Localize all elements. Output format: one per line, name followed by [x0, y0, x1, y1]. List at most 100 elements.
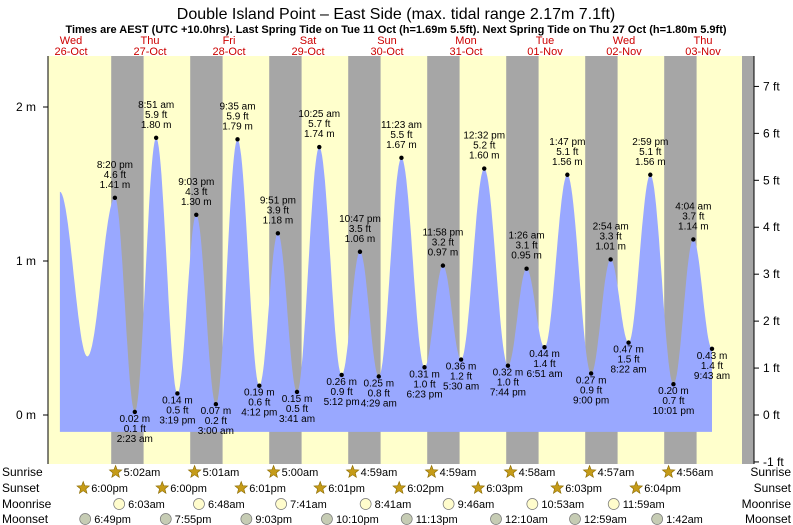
astro-time: 12:10am [505, 514, 548, 525]
low-tide-point [339, 372, 344, 378]
day-name: Thu [141, 35, 160, 47]
high-tide-label: 5.5 ft [390, 130, 412, 141]
sun-icon [424, 464, 439, 478]
low-tide-label: 0.26 m [326, 377, 357, 388]
sun-icon [345, 464, 360, 478]
right-axis-tick-label: -1 ft [763, 455, 784, 469]
low-tide-label: 0.15 m [282, 394, 313, 405]
high-tide-label: 9:03 pm [178, 177, 214, 188]
low-tide-label: 4:29 am [361, 399, 397, 410]
sun-icon [629, 480, 644, 494]
low-tide-label: 0.14 m [162, 395, 193, 406]
moon-icon [321, 513, 333, 525]
astro-time: 6:04pm [644, 483, 681, 495]
low-tide-label: 8:22 am [611, 365, 647, 376]
high-tide-point [565, 172, 570, 177]
tide-labels: 8:20 pm4.6 ft1.41 m 0.02 m0.1 ft2:23 am 8:… [97, 100, 730, 445]
sun-icon [661, 464, 676, 478]
moon-icon [526, 498, 539, 510]
low-tide-label: 3:00 am [198, 426, 234, 437]
astro-label-left: Sunrise [2, 465, 43, 479]
left-axis-tick-label: 2 m [16, 100, 36, 114]
high-tide-label: 5.2 ft [473, 141, 495, 152]
high-tide-label: 0.97 m [428, 248, 459, 259]
astro-time: 1:42am [666, 514, 703, 525]
moon-icon [359, 498, 372, 510]
low-tide-point [671, 382, 676, 387]
moon-icon [275, 498, 287, 510]
sun-icon [76, 480, 91, 494]
high-tide-point [691, 237, 696, 242]
high-tide-label: 3.5 ft [349, 224, 371, 235]
high-tide-label: 11:23 am [381, 120, 422, 131]
high-tide-label: 1.60 m [469, 151, 500, 162]
astro-label-left: Sunset [2, 481, 40, 495]
high-tide-label: 1.18 m [263, 215, 294, 226]
moon-icon [490, 513, 502, 525]
high-tide-label: 5.1 ft [556, 147, 578, 158]
astro-time: 6:03pm [565, 483, 602, 495]
low-tide-label: 5:12 pm [324, 397, 360, 408]
high-tide-point [648, 172, 653, 177]
astro-time: 4:59am [440, 467, 477, 479]
sun-icon [108, 464, 123, 478]
moon-icon [400, 513, 413, 525]
high-tide-label: 1:26 am [509, 231, 545, 242]
high-tide-point [275, 231, 281, 236]
low-tide-label: 1.0 ft [497, 378, 519, 389]
high-tide-label: 12:32 pm [463, 131, 505, 142]
day-date: 28-Oct [212, 46, 245, 58]
low-tide-label: 0.1 ft [124, 424, 146, 435]
astro-time: 4:56am [677, 467, 714, 479]
low-tide-label: 9:00 pm [573, 395, 609, 406]
left-axis-tick-label: 1 m [16, 254, 36, 268]
high-tide-point [524, 266, 529, 271]
sun-icon [266, 464, 281, 478]
high-tide-label: 5.9 ft [226, 111, 248, 122]
low-tide-label: 0.20 m [658, 386, 689, 397]
low-tide-point [709, 346, 715, 351]
low-tide-label: 0.5 ft [166, 405, 188, 416]
left-axis-tick-label: 0 m [16, 408, 36, 422]
high-tide-label: 1.80 m [141, 120, 172, 131]
low-tide-label: 6:23 pm [406, 389, 442, 400]
high-tide-label: 9:35 am [219, 101, 255, 112]
right-axis-tick-label: 1 ft [763, 361, 780, 375]
low-tide-label: 0.02 m [120, 414, 151, 425]
astro-time: 6:03pm [486, 483, 523, 495]
astro-time: 6:01pm [328, 483, 365, 495]
astro-time: 6:02pm [407, 483, 444, 495]
high-tide-label: 1.67 m [386, 140, 417, 151]
right-axis-tick-label: 3 ft [763, 267, 780, 281]
moon-icon [240, 513, 253, 525]
high-tide-point [235, 137, 240, 142]
day-date: 30-Oct [370, 46, 403, 58]
sun-icon [550, 480, 565, 494]
high-tide-label: 4.6 ft [104, 170, 126, 181]
low-tide-label: 1.5 ft [617, 355, 639, 366]
low-tide-point [257, 383, 262, 388]
low-tide-point [505, 363, 511, 368]
moon-icon [442, 498, 455, 510]
low-tide-point [213, 402, 219, 407]
low-tide-label: 1.2 ft [450, 372, 472, 383]
day-name: Fri [223, 35, 236, 47]
high-tide-label: 1.74 m [304, 129, 335, 140]
low-tide-point [458, 357, 464, 362]
right-axis-tick-label: 2 ft [763, 314, 780, 328]
low-tide-label: 0.27 m [576, 375, 607, 386]
astro-time: 4:58am [519, 467, 556, 479]
day-name: Tue [536, 35, 555, 47]
sun-icon [471, 480, 486, 494]
low-tide-label: 0.32 m [493, 368, 524, 379]
low-tide-label: 1.0 ft [413, 379, 435, 390]
high-tide-label: 3.1 ft [515, 241, 537, 252]
astro-time: 5:00am [282, 467, 319, 479]
low-tide-point [626, 340, 631, 345]
low-tide-label: 7:44 pm [490, 388, 526, 399]
sun-icon [503, 464, 518, 478]
sun-icon [582, 464, 597, 478]
low-tide-label: 5:30 am [443, 382, 479, 393]
moon-icon [113, 498, 126, 510]
